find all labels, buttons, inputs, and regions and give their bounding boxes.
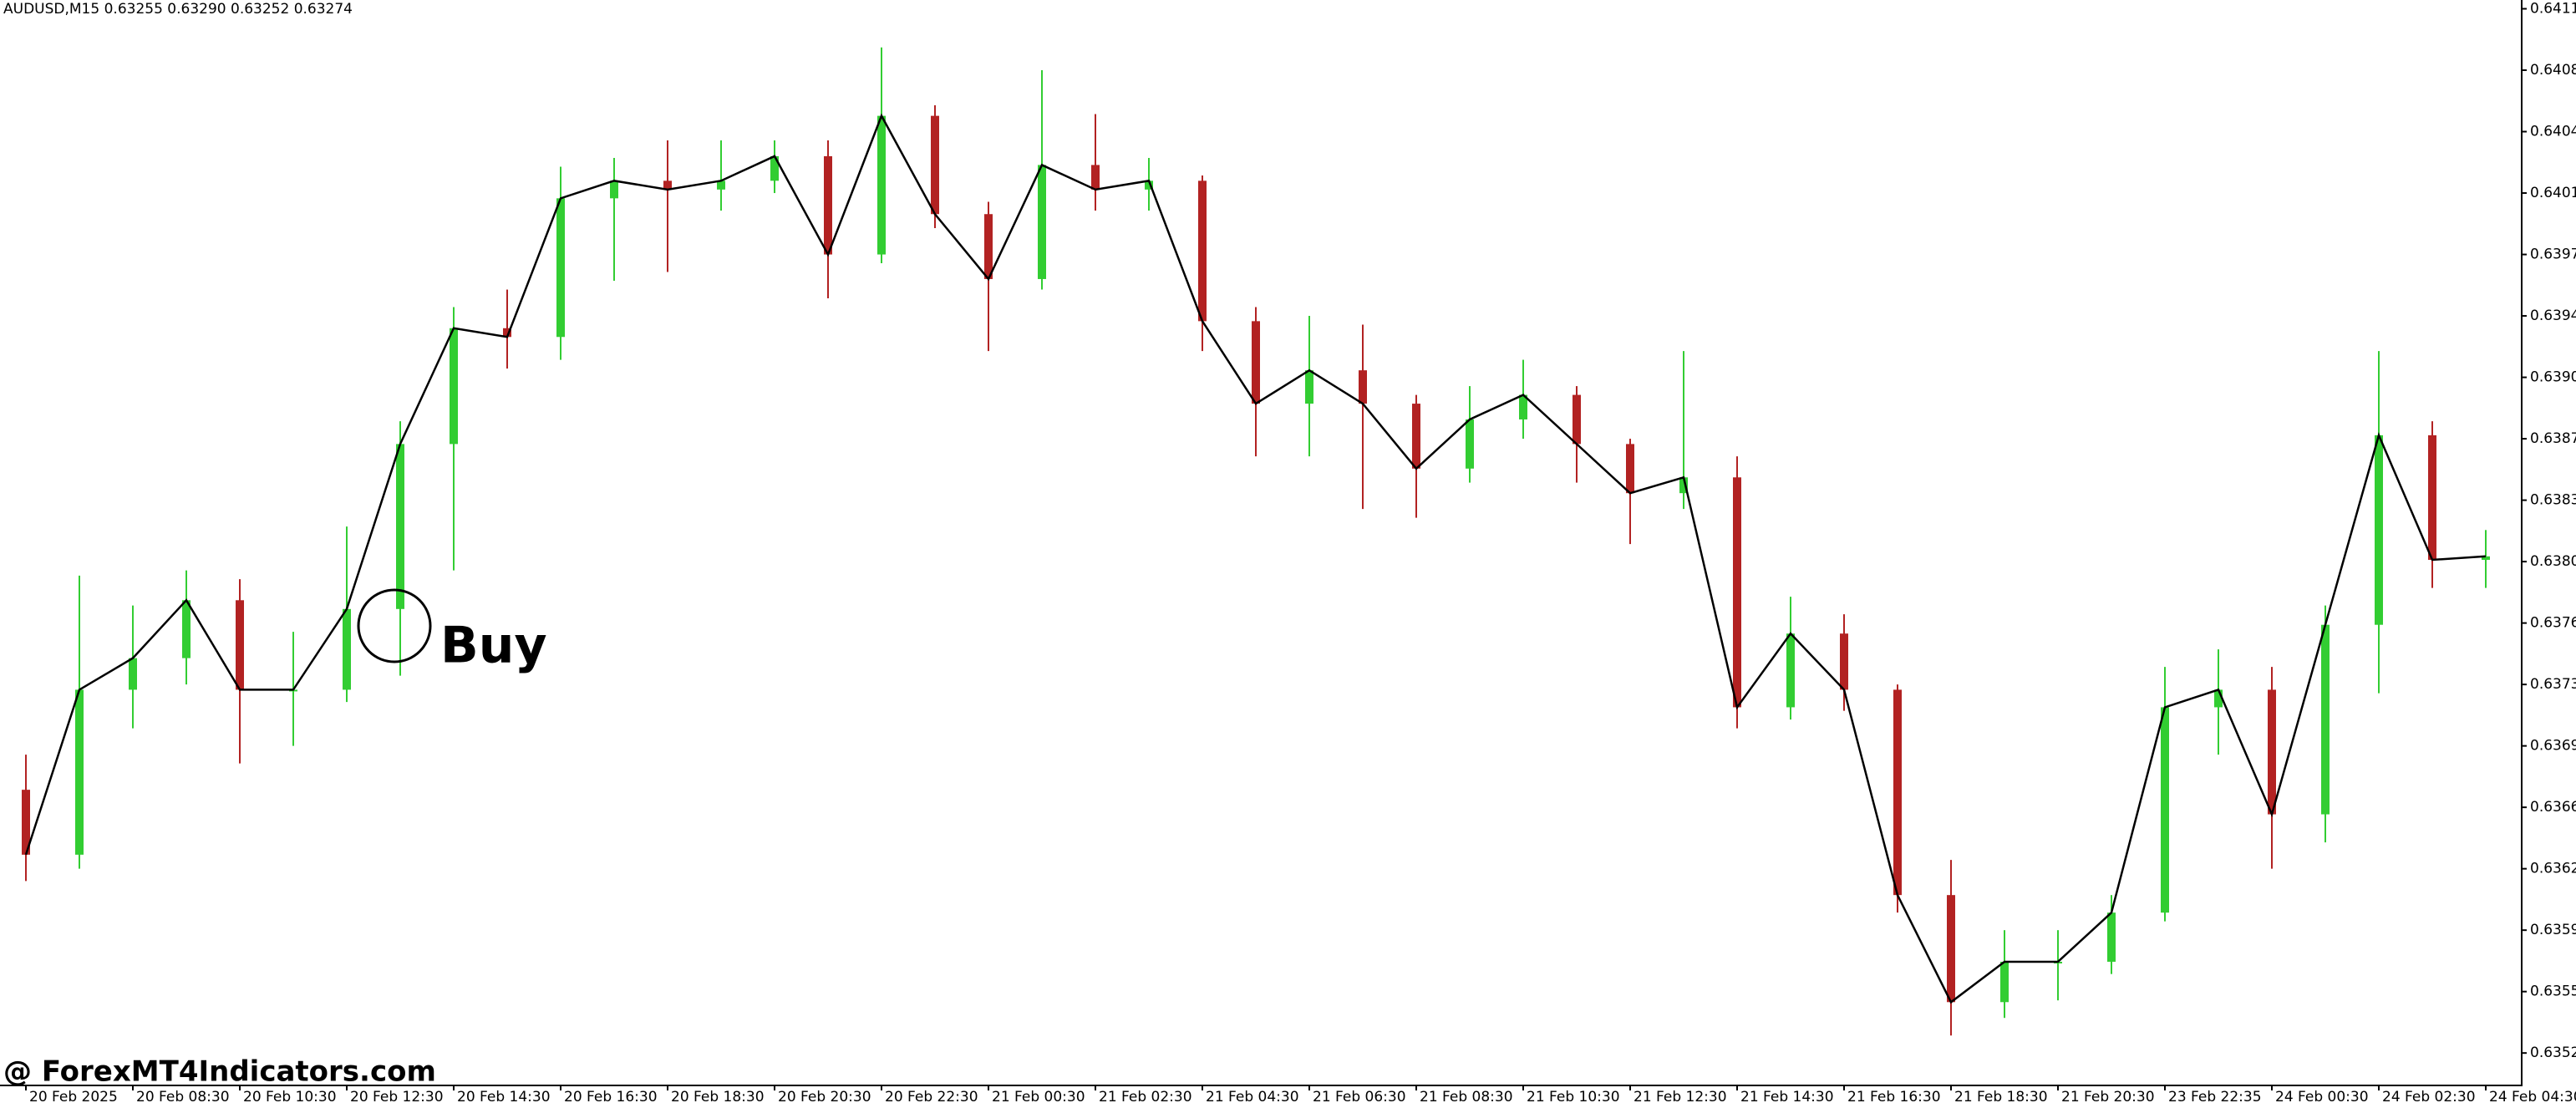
x-tick-label: 23 Feb 22:35 <box>2168 1089 2262 1105</box>
candle-body <box>75 689 84 855</box>
x-tick-label: 21 Feb 18:30 <box>1954 1089 2048 1105</box>
x-tick-label: 21 Feb 02:30 <box>1099 1089 1192 1105</box>
y-tick-label: 0.63520 <box>2530 1044 2576 1061</box>
candle-body <box>931 115 939 215</box>
candle-body <box>1573 394 1581 445</box>
y-tick-label: 0.64115 <box>2530 1 2576 18</box>
y-tick-label: 0.63695 <box>2530 738 2576 755</box>
candle-body <box>1519 394 1527 419</box>
x-tick-label: 21 Feb 04:30 <box>1206 1089 1299 1105</box>
candle-body <box>1626 444 1634 494</box>
candle-body <box>343 608 351 690</box>
candle-body <box>1412 404 1420 469</box>
candle-body <box>503 328 511 338</box>
x-tick-label: 20 Feb 22:30 <box>885 1089 978 1105</box>
x-tick-label: 20 Feb 12:30 <box>350 1089 444 1105</box>
x-tick-label: 21 Feb 14:30 <box>1740 1089 1834 1105</box>
candle-body <box>182 600 191 658</box>
x-tick-label: 21 Feb 16:30 <box>1847 1089 1941 1105</box>
x-tick-label: 24 Feb 02:30 <box>2382 1089 2476 1105</box>
candle-body <box>1145 180 1153 190</box>
x-tick-label: 24 Feb 04:30 <box>2489 1089 2576 1105</box>
x-tick-label: 21 Feb 12:30 <box>1633 1089 1727 1105</box>
candle-body <box>1305 370 1313 404</box>
candle-body <box>236 600 244 690</box>
x-tick-label: 24 Feb 00:30 <box>2275 1089 2369 1105</box>
candle-body <box>663 180 672 190</box>
x-tick-label: 20 Feb 18:30 <box>671 1089 765 1105</box>
candle-body <box>1466 419 1474 469</box>
y-tick-label: 0.64045 <box>2530 124 2576 140</box>
candle-body <box>2375 435 2383 625</box>
candle-body <box>2214 689 2223 708</box>
annotation-circle <box>357 588 432 663</box>
candle-body <box>1786 633 1795 708</box>
candle-body <box>1252 321 1260 404</box>
annotation: Buy <box>440 617 547 675</box>
y-tick-label: 0.63905 <box>2530 369 2576 386</box>
y-tick-label: 0.63555 <box>2530 983 2576 1000</box>
candle-body <box>2428 435 2436 561</box>
candle-body <box>1733 477 1741 708</box>
candle-body <box>2482 556 2490 561</box>
candle-body <box>610 180 618 199</box>
candle-body <box>984 214 993 279</box>
candle-body <box>129 658 137 690</box>
y-tick-label: 0.63765 <box>2530 615 2576 632</box>
candle-body <box>1947 895 1955 1003</box>
candle-body <box>450 328 458 445</box>
candle-body <box>770 155 779 181</box>
candle-body <box>1359 370 1367 404</box>
x-tick-label: 21 Feb 00:30 <box>992 1089 1085 1105</box>
x-tick-label: 20 Feb 10:30 <box>243 1089 337 1105</box>
close-line <box>24 113 2487 1004</box>
x-tick-label: 21 Feb 08:30 <box>1420 1089 1513 1105</box>
candle-body <box>2000 961 2009 1003</box>
x-tick-label: 21 Feb 10:30 <box>1527 1089 1620 1105</box>
candle-body <box>877 115 886 255</box>
candle-body <box>1091 165 1100 190</box>
candle-body <box>2321 624 2330 815</box>
candle-body <box>824 155 832 255</box>
x-tick-label: 20 Feb 20:30 <box>778 1089 871 1105</box>
x-tick-label: 20 Feb 14:30 <box>457 1089 551 1105</box>
candle-body <box>22 790 30 855</box>
x-tick-label: 20 Feb 2025 <box>29 1089 118 1105</box>
candle-body <box>1679 477 1688 494</box>
candle-body <box>1840 633 1848 690</box>
candle-body <box>556 198 565 338</box>
symbol-header: AUDUSD,M15 0.63255 0.63290 0.63252 0.632… <box>3 1 353 18</box>
candle-body <box>1198 180 1207 322</box>
x-tick-label: 20 Feb 08:30 <box>136 1089 230 1105</box>
x-tick-label: 21 Feb 06:30 <box>1313 1089 1406 1105</box>
candle-body <box>1893 689 1902 896</box>
candle-body <box>2107 912 2116 962</box>
candle-body <box>717 180 725 190</box>
y-tick-label: 0.63835 <box>2530 492 2576 509</box>
y-tick-label: 0.63625 <box>2530 861 2576 877</box>
watermark: @ ForexMT4Indicators.com <box>3 1055 436 1089</box>
x-tick-label: 20 Feb 16:30 <box>564 1089 658 1105</box>
candle-body <box>2161 707 2169 913</box>
candle-body <box>396 444 404 609</box>
x-tick-label: 21 Feb 20:30 <box>2061 1089 2155 1105</box>
candle-body <box>1038 165 1046 279</box>
candle-body <box>2268 689 2276 815</box>
y-tick-label: 0.63975 <box>2530 247 2576 263</box>
